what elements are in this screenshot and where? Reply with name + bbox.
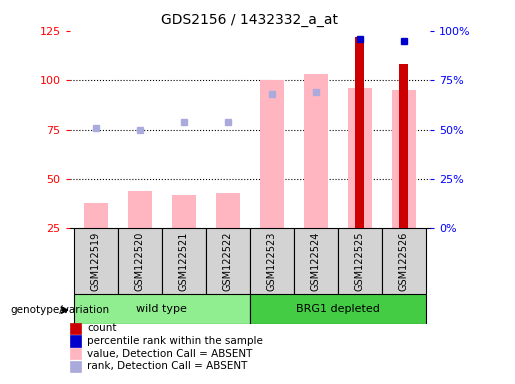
- Text: BRG1 depleted: BRG1 depleted: [296, 304, 380, 314]
- Bar: [216, 193, 240, 228]
- Bar: [400, 65, 408, 228]
- Bar: [260, 80, 284, 228]
- Bar: [162, 228, 206, 294]
- Text: GSM122519: GSM122519: [91, 232, 101, 291]
- Bar: [171, 195, 196, 228]
- Text: GSM122522: GSM122522: [223, 232, 233, 291]
- Text: GSM122523: GSM122523: [267, 232, 277, 291]
- Text: rank, Detection Call = ABSENT: rank, Detection Call = ABSENT: [87, 361, 247, 371]
- Bar: [391, 90, 416, 228]
- Bar: [294, 228, 338, 294]
- Text: GSM122526: GSM122526: [399, 232, 408, 291]
- Text: genotype/variation: genotype/variation: [10, 305, 109, 315]
- Text: GSM122524: GSM122524: [311, 232, 321, 291]
- Bar: [304, 74, 328, 228]
- Bar: [118, 228, 162, 294]
- Bar: [74, 294, 250, 324]
- Text: GSM122521: GSM122521: [179, 232, 189, 291]
- Bar: [382, 228, 425, 294]
- Text: GSM122525: GSM122525: [355, 232, 365, 291]
- Bar: [348, 88, 372, 228]
- Bar: [250, 228, 294, 294]
- Bar: [250, 294, 425, 324]
- Bar: [355, 36, 364, 228]
- Text: wild type: wild type: [136, 304, 187, 314]
- Title: GDS2156 / 1432332_a_at: GDS2156 / 1432332_a_at: [161, 13, 338, 27]
- Bar: [84, 203, 108, 228]
- Bar: [74, 228, 118, 294]
- Bar: [338, 228, 382, 294]
- Text: percentile rank within the sample: percentile rank within the sample: [87, 336, 263, 346]
- Text: value, Detection Call = ABSENT: value, Detection Call = ABSENT: [87, 349, 252, 359]
- Text: GSM122520: GSM122520: [135, 232, 145, 291]
- Text: count: count: [87, 323, 116, 333]
- Bar: [128, 191, 152, 228]
- Bar: [206, 228, 250, 294]
